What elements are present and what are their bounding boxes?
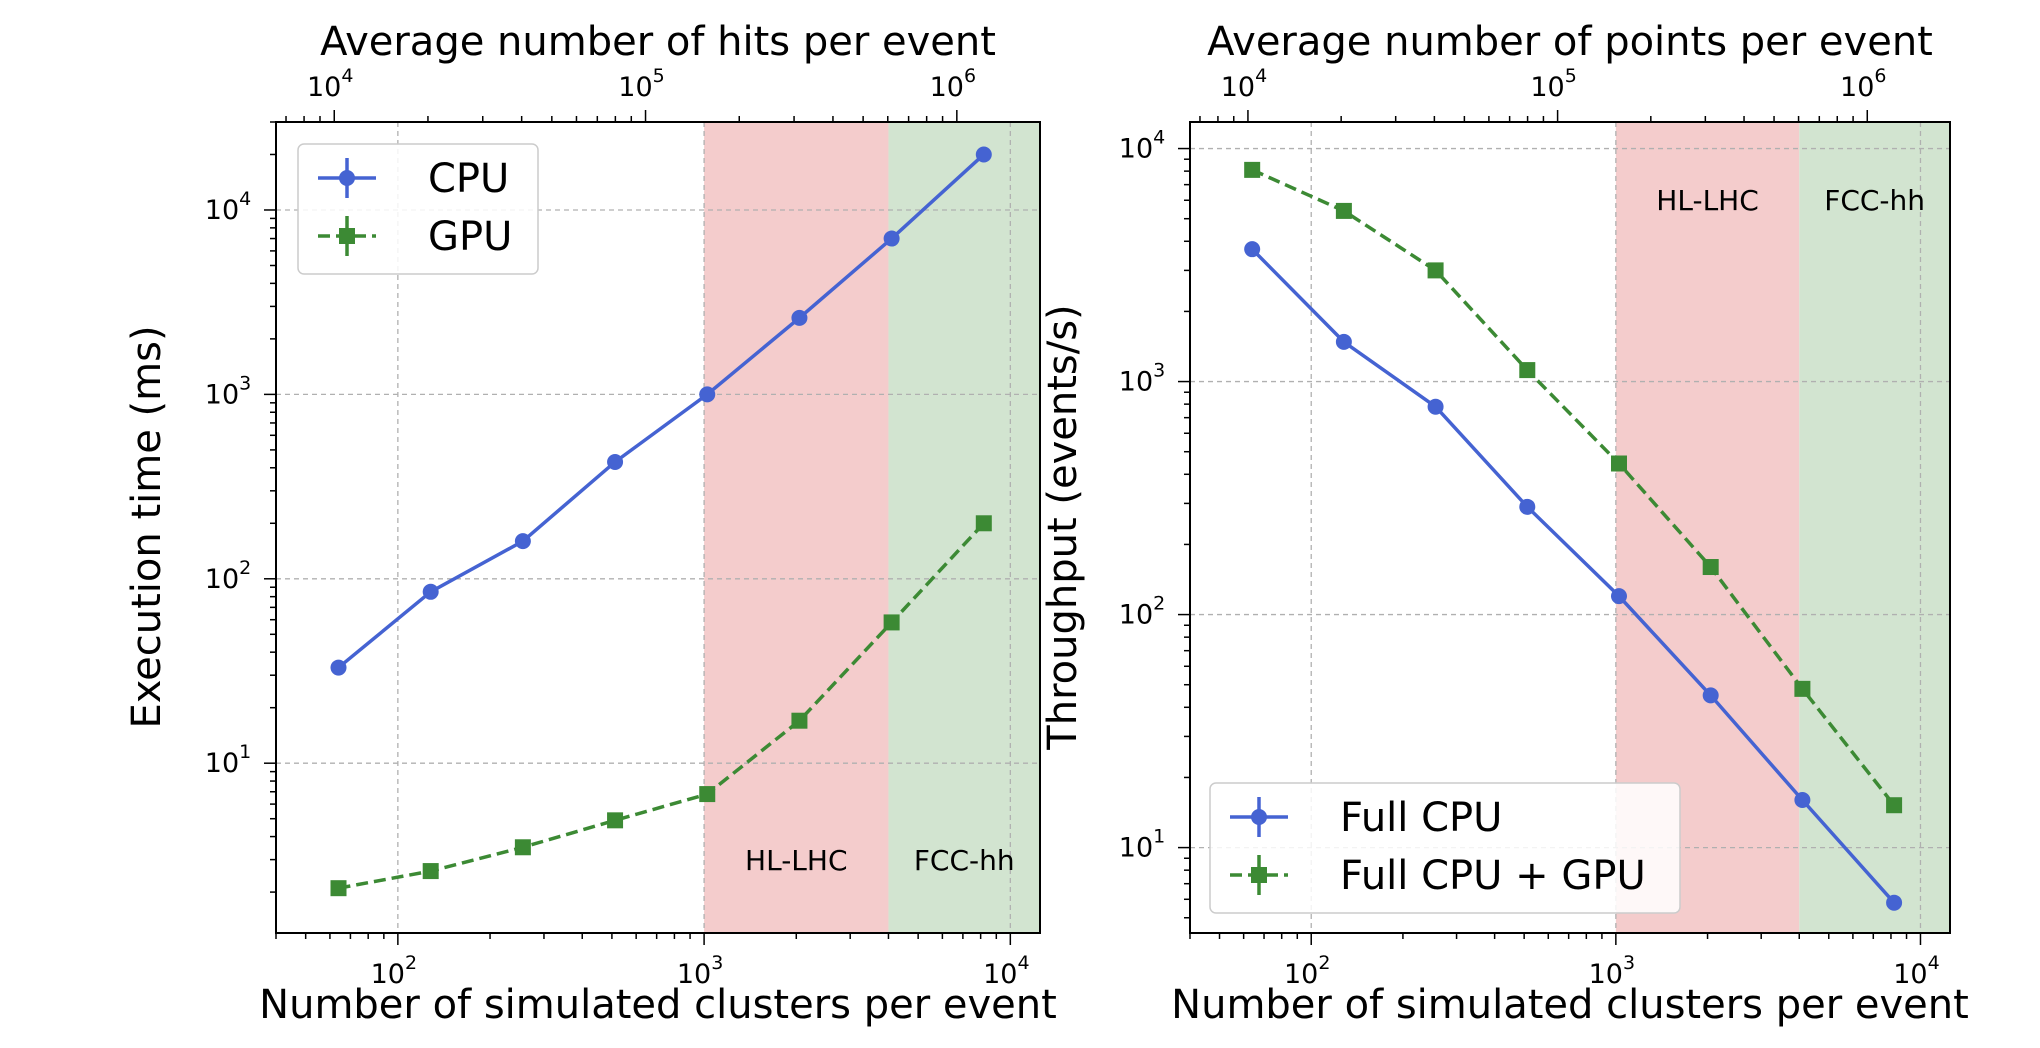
data-point bbox=[1886, 797, 1903, 814]
region-fcc-hh bbox=[888, 122, 1040, 933]
y-axis-title: Execution time (ms) bbox=[124, 325, 170, 728]
region-fcc-hh bbox=[1799, 122, 1950, 933]
data-point bbox=[1335, 333, 1352, 350]
top-tick-label: 105 bbox=[618, 65, 664, 103]
data-point bbox=[1519, 362, 1536, 379]
x-tick-label: 102 bbox=[371, 952, 417, 990]
top-axis-title: Average number of hits per event bbox=[320, 19, 996, 65]
data-point bbox=[422, 583, 439, 600]
y-tick-label: 103 bbox=[205, 372, 251, 410]
legend-label: CPU bbox=[428, 156, 509, 202]
legend-marker bbox=[339, 170, 355, 186]
data-point bbox=[607, 812, 624, 829]
x-axis-title: Number of simulated clusters per event bbox=[1171, 982, 1969, 1028]
region-label-hl-lhc: HL-LHC bbox=[745, 844, 847, 877]
data-point bbox=[1794, 680, 1811, 697]
y-tick-label: 101 bbox=[205, 741, 251, 779]
data-point bbox=[1427, 262, 1444, 279]
plot-frame bbox=[275, 121, 1041, 934]
series-line-cpu bbox=[337, 153, 985, 669]
data-point bbox=[1794, 792, 1811, 809]
top-axis-title: Average number of points per event bbox=[1207, 19, 1933, 65]
x-tick-label: 104 bbox=[983, 952, 1029, 990]
y-axis-title: Throughput (events/s) bbox=[1040, 304, 1086, 750]
series-line-full-cpu bbox=[1250, 247, 1896, 904]
data-point bbox=[975, 146, 992, 163]
y-tick-label: 104 bbox=[1119, 127, 1165, 165]
legend-box bbox=[1209, 782, 1681, 914]
data-point bbox=[1244, 161, 1261, 178]
top-tick-label: 106 bbox=[1840, 65, 1886, 103]
data-point bbox=[791, 309, 808, 326]
legend: Full CPU Full CPU + GPU bbox=[1209, 782, 1681, 914]
data-point bbox=[330, 659, 347, 676]
legend-marker bbox=[1251, 867, 1267, 883]
left-chart: HL-LHC FCC-hh 102 103 104 104 105 106 101 102 103 1… bbox=[124, 19, 1057, 1028]
y-tick-label: 101 bbox=[1119, 826, 1165, 864]
data-point bbox=[883, 230, 900, 247]
region-label-fcc-hh: FCC-hh bbox=[914, 844, 1015, 877]
legend-label: GPU bbox=[428, 214, 512, 260]
legend: CPU GPU bbox=[297, 143, 539, 275]
top-tick-label: 106 bbox=[930, 65, 976, 103]
y-tick-label: 104 bbox=[205, 188, 251, 226]
data-point bbox=[330, 880, 347, 897]
region-hl-lhc bbox=[704, 122, 889, 933]
top-tick-label: 104 bbox=[1221, 65, 1267, 103]
legend-marker bbox=[1251, 809, 1267, 825]
legend-label: Full CPU + GPU bbox=[1340, 853, 1646, 899]
data-point bbox=[791, 712, 808, 729]
data-point bbox=[1610, 455, 1627, 472]
region-label-hl-lhc: HL-LHC bbox=[1656, 184, 1758, 217]
series-line-full-cpu-gpu bbox=[1251, 168, 1896, 807]
legend-marker bbox=[339, 228, 355, 244]
top-tick-label: 105 bbox=[1530, 65, 1576, 103]
x-tick-label: 103 bbox=[677, 952, 723, 990]
y-tick-label: 102 bbox=[205, 557, 251, 595]
data-point bbox=[1886, 894, 1903, 911]
data-point bbox=[1702, 559, 1719, 576]
data-point bbox=[883, 614, 900, 631]
x-tick-label: 102 bbox=[1284, 952, 1330, 990]
data-point bbox=[699, 786, 716, 803]
data-point bbox=[607, 453, 624, 470]
series-line-gpu bbox=[338, 522, 986, 890]
x-tick-label: 104 bbox=[1893, 952, 1939, 990]
x-tick-label: 103 bbox=[1589, 952, 1635, 990]
y-tick-label: 102 bbox=[1119, 593, 1165, 631]
plot-frame bbox=[1189, 121, 1951, 934]
data-point bbox=[1519, 498, 1536, 515]
data-point bbox=[1244, 241, 1261, 258]
data-point bbox=[514, 533, 531, 550]
data-point bbox=[975, 515, 992, 532]
data-point bbox=[422, 863, 439, 880]
data-point bbox=[1335, 202, 1352, 219]
data-point bbox=[1427, 398, 1444, 415]
x-axis-title: Number of simulated clusters per event bbox=[259, 982, 1057, 1028]
legend-label: Full CPU bbox=[1340, 795, 1502, 841]
region-label-fcc-hh: FCC-hh bbox=[1824, 184, 1925, 217]
data-point bbox=[1610, 588, 1627, 605]
data-point bbox=[699, 386, 716, 403]
y-tick-label: 103 bbox=[1119, 360, 1165, 398]
top-tick-label: 104 bbox=[307, 65, 353, 103]
data-point bbox=[514, 839, 531, 856]
right-chart: HL-LHC FCC-hh 102 103 104 104 105 106 101 102 103 1… bbox=[1040, 19, 1969, 1028]
data-point bbox=[1702, 687, 1719, 704]
